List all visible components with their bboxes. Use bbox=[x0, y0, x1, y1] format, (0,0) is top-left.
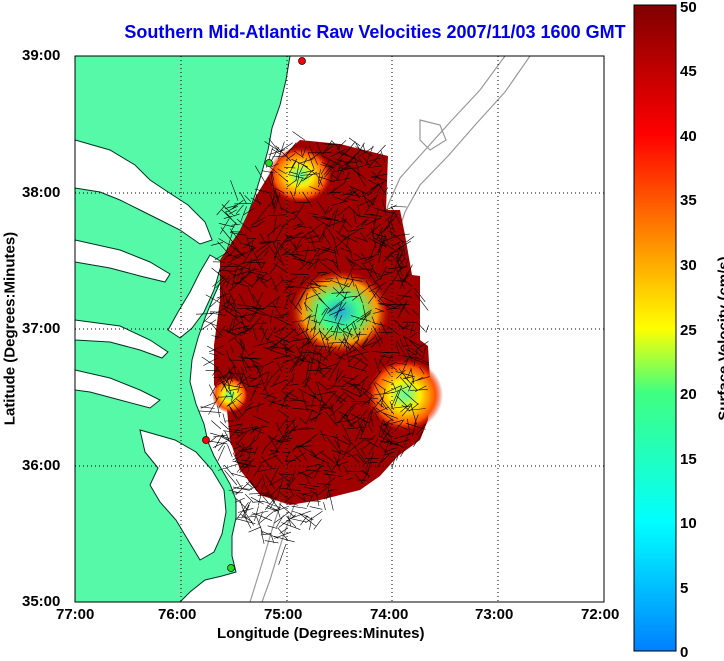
colorbar-tick: 0 bbox=[680, 644, 688, 661]
lon-tick: 75:00 bbox=[264, 606, 302, 623]
station-marker-icon bbox=[203, 437, 210, 444]
colorbar-tick: 50 bbox=[680, 0, 697, 16]
colorbar-tick: 30 bbox=[680, 257, 697, 274]
lat-tick: 37:00 bbox=[22, 320, 60, 337]
colorbar-label: Surface Velocity (cm/s) bbox=[716, 219, 724, 459]
colorbar-tick: 35 bbox=[680, 192, 697, 209]
colorbar-tick: 20 bbox=[680, 386, 697, 403]
station-marker-icon bbox=[266, 160, 273, 167]
colorbar-tick: 5 bbox=[680, 580, 688, 597]
station-marker-icon bbox=[299, 58, 306, 65]
colorbar-tick: 25 bbox=[680, 322, 697, 339]
x-axis-label: Longitude (Degrees:Minutes) bbox=[217, 625, 425, 642]
lon-tick: 77:00 bbox=[56, 606, 94, 623]
lat-tick: 36:00 bbox=[22, 457, 60, 474]
lon-tick: 76:00 bbox=[158, 606, 196, 623]
colorbar-tick: 45 bbox=[680, 63, 697, 80]
lon-tick: 74:00 bbox=[370, 606, 408, 623]
colorbar-tick: 10 bbox=[680, 515, 697, 532]
lat-tick: 35:00 bbox=[22, 593, 60, 610]
lat-tick: 38:00 bbox=[22, 184, 60, 201]
y-axis-label: Latitude (Degrees:Minutes) bbox=[2, 209, 19, 449]
lon-tick: 72:00 bbox=[581, 606, 619, 623]
lon-tick: 73:00 bbox=[475, 606, 513, 623]
colorbar bbox=[634, 5, 676, 651]
station-marker-icon bbox=[228, 565, 235, 572]
colorbar-tick: 15 bbox=[680, 451, 697, 468]
colorbar-tick: 40 bbox=[680, 128, 697, 145]
lat-tick: 39:00 bbox=[22, 47, 60, 64]
